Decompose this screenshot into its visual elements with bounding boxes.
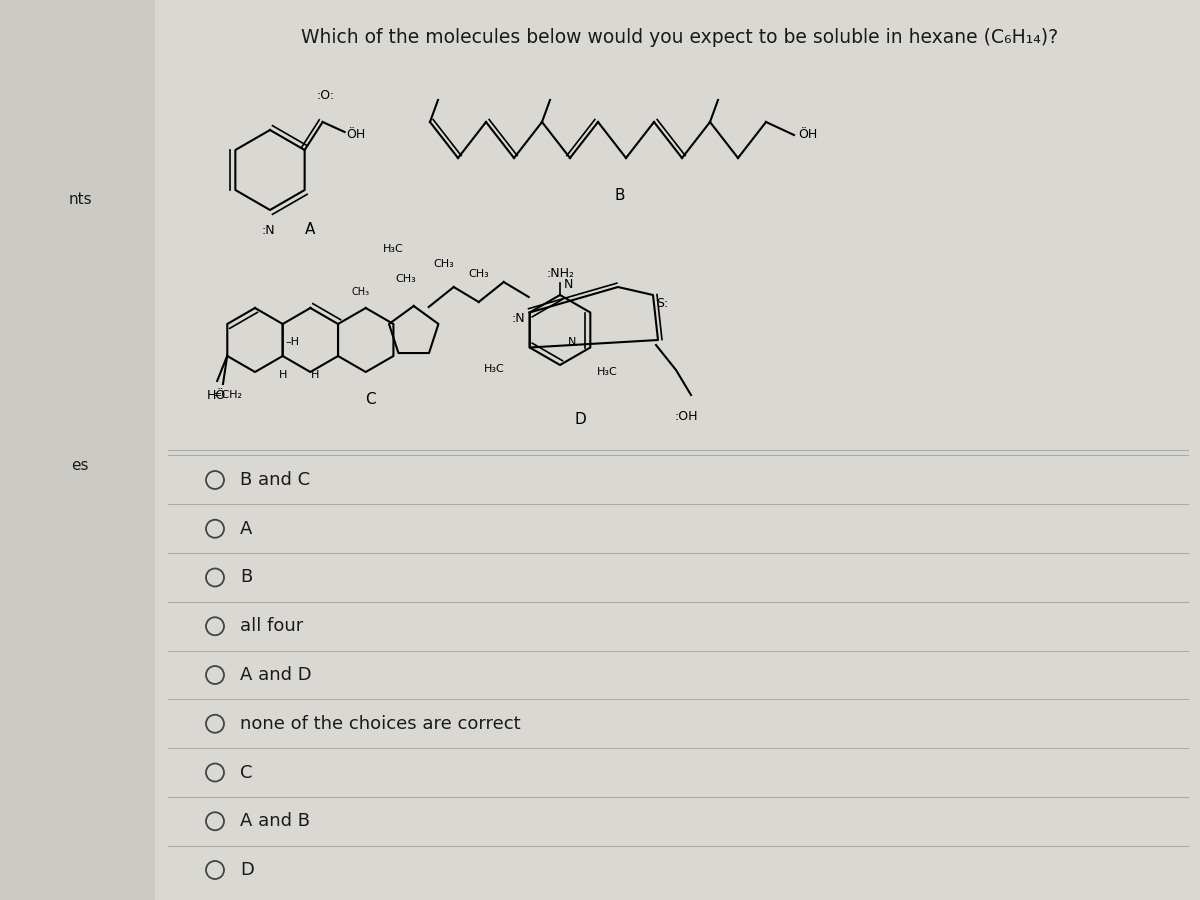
Text: :O:: :O:: [317, 89, 335, 102]
Text: S:: S:: [656, 297, 668, 310]
Text: H₃C: H₃C: [485, 364, 505, 374]
Text: D: D: [574, 412, 586, 427]
Text: CH₃: CH₃: [469, 269, 490, 279]
Text: H₃C: H₃C: [383, 244, 403, 254]
Text: B and C: B and C: [240, 471, 310, 489]
Text: ÖH: ÖH: [347, 128, 366, 140]
Text: B: B: [240, 569, 252, 587]
Text: :N: :N: [511, 312, 524, 325]
Text: Which of the molecules below would you expect to be soluble in hexane (C₆H₁₄)?: Which of the molecules below would you e…: [301, 28, 1058, 47]
Text: A and B: A and B: [240, 812, 310, 830]
Text: H: H: [278, 370, 287, 380]
Text: nts: nts: [68, 193, 92, 208]
Text: :N: :N: [262, 224, 275, 237]
Text: :OH: :OH: [674, 410, 697, 423]
Text: A: A: [240, 520, 252, 537]
Text: B: B: [614, 187, 625, 202]
Text: es: es: [71, 457, 89, 472]
Text: :NH₂: :NH₂: [546, 267, 574, 280]
FancyBboxPatch shape: [155, 0, 1200, 900]
Text: N: N: [563, 278, 572, 291]
Text: N: N: [568, 337, 576, 347]
Text: D: D: [240, 861, 254, 879]
Text: H: H: [311, 370, 319, 380]
Text: HÖ: HÖ: [206, 389, 227, 401]
Text: CH₃: CH₃: [352, 287, 370, 297]
Text: H₃C: H₃C: [598, 367, 618, 377]
Text: =CH₂: =CH₂: [214, 390, 242, 400]
Text: C: C: [365, 392, 376, 408]
Text: CH₃: CH₃: [433, 259, 455, 269]
Text: none of the choices are correct: none of the choices are correct: [240, 715, 521, 733]
Text: A and D: A and D: [240, 666, 312, 684]
Text: CH₃: CH₃: [395, 274, 416, 284]
Text: A: A: [305, 222, 316, 238]
Text: –H: –H: [286, 337, 299, 347]
Text: all four: all four: [240, 617, 304, 635]
Text: ÖH: ÖH: [798, 129, 817, 141]
Text: C: C: [240, 763, 252, 781]
